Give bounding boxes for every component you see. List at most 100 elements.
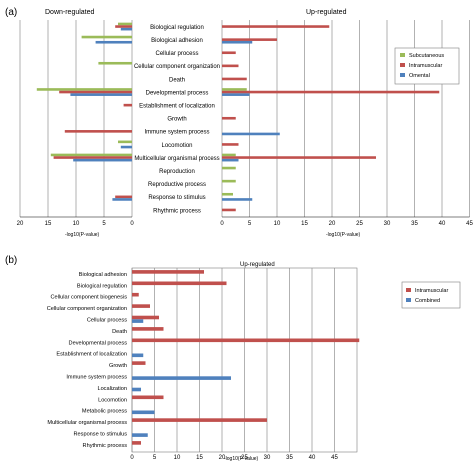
category-label-bg [133,48,221,58]
category-label-bg [133,179,221,189]
category-label-a-biological-regulation: Biological regulation [150,25,204,31]
category-label-a-response-to-stimulus: Response to stimulus [148,195,205,201]
tick-label-a-right-25: 25 [356,221,363,227]
tick-label-a-left-0: 0 [130,221,134,227]
legend-b-label-intramuscular: Intramuscular [415,288,448,294]
bar-a-left-subcutaneous-locomotion [118,140,132,144]
category-label-b-biological-regulation: Biological regulation [77,283,127,289]
category-label-b-developmental-process: Developmental process [69,340,128,346]
tick-label-a-right-15: 15 [301,221,308,227]
legend-a-label-subcutaneous: Subcutaneous [409,53,444,59]
tick-label-a-right-35: 35 [411,221,418,227]
bar-a-right-intramuscular-cellular-process [222,51,236,55]
bar-b-combined-localization [132,387,141,392]
bar-a-left-intramuscular-establishment-of-localization [123,103,132,107]
bar-a-left-omental-biological-regulation [120,27,132,31]
bar-a-left-omental-multicellular-organismal-process [73,158,132,162]
bar-a-right-intramuscular-cellular-component-organization [222,64,239,68]
bar-a-right-subcutaneous-reproductive-process [222,179,236,183]
legend-a-swatch-subcutaneous [400,53,405,57]
tick-label-a-right-0: 0 [220,221,224,227]
tick-label-b-15: 15 [196,455,203,461]
category-label-bg [133,35,221,45]
bar-a-left-omental-biological-adhesion [95,40,132,44]
legend-b: Intramuscular Combined [401,281,461,309]
bar-b-combined-cellular-process [132,319,144,323]
category-label-b-death: Death [112,329,127,335]
chart-a-down-regulated: 20 15 10 5 0 Biological regulation Biological … [17,20,221,227]
bar-b-combined-establishment-of-localization [132,353,144,358]
category-label-b-biological-adhesion: Biological adhesion [79,272,127,278]
tick-label-a-right-10: 10 [274,221,281,227]
tick-label-a-right-40: 40 [439,221,446,227]
bar-b-combined-metabolic-process [132,410,155,415]
category-label-bg [133,87,221,97]
bar-a-left-intramuscular-response-to-stimulus [115,195,132,199]
tick-label-b-10: 10 [174,455,181,461]
bar-a-right-omental-developmental-process [222,93,250,96]
bar-b-intramuscular-death [132,327,164,331]
bar-b-intramuscular-locomotion [132,395,164,400]
category-label-a-establishment-of-localization: Establishment of localization [139,103,215,109]
category-label-a-biological-adhesion: Biological adhesion [151,38,203,44]
tick-label-a-right-30: 30 [384,221,391,227]
category-label-bg [133,192,221,202]
category-label-a-death: Death [169,77,185,83]
legend-a-box [394,47,460,85]
bar-a-right-intramuscular-rhythmic-process [222,208,236,212]
tick-label-b-5: 5 [153,455,157,461]
category-label-bg [133,205,221,215]
chart-a-up-regulated: 0 5 10 15 20 25 30 35 40 45 Subcutaneous Intramuscu… [220,20,473,227]
category-label-a-reproductive-process: Reproductive process [148,182,206,188]
category-label-bg [133,153,221,163]
bar-a-right-subcutaneous-developmental-process [222,88,247,91]
bar-a-right-subcutaneous-reproduction [222,166,236,170]
bar-b-combined-response-to-stimulus [132,433,148,437]
category-label-b-cellular-component-biogenesis: Cellular component biogenesis [51,295,128,301]
category-label-bg [133,166,221,176]
legend-b-swatch-intramuscular [406,288,411,292]
tick-label-b-25: 25 [241,455,248,461]
category-label-a-cellular-process: Cellular process [155,51,198,57]
category-label-a-immune-system-process: Immune system process [144,130,209,136]
category-label-b-multicellular-organismal-process: Multicellular organismal process [47,420,127,426]
bar-a-left-intramuscular-biological-regulation [115,25,132,28]
tick-label-a-left-15: 15 [45,221,52,227]
tick-label-a-right-20: 20 [329,221,336,227]
bar-a-right-intramuscular-growth [222,116,236,120]
category-label-bg [133,100,221,110]
bar-b-intramuscular-growth [132,361,146,365]
category-label-bg [133,113,221,123]
legend-a-label-intramuscular: Intramuscular [409,63,442,69]
tick-label-a-left-10: 10 [73,221,80,227]
tick-label-b-40: 40 [309,455,316,461]
bar-a-right-intramuscular-developmental-process [222,90,440,94]
category-label-b-establishment-of-localization: Establishment of localization [56,352,127,358]
panel-a-up-title: Up-regulated [306,9,347,16]
bar-b-intramuscular-developmental-process [132,338,360,343]
bar-a-right-omental-immune-system-process [222,132,280,136]
bar-a-left-subcutaneous-biological-adhesion [81,35,132,39]
panel-b-title: Up-regulated [240,262,275,268]
bar-a-left-omental-developmental-process [70,93,132,96]
bar-b-intramuscular-biological-regulation [132,281,227,286]
bar-b-intramuscular-cellular-process [132,315,159,320]
tick-label-b-0: 0 [130,455,134,461]
category-label-bg [133,22,221,32]
bar-a-right-omental-biological-adhesion [222,40,253,44]
tick-label-a-left-20: 20 [17,221,24,227]
bar-a-right-intramuscular-locomotion [222,143,239,146]
legend-b-label-combined: Combined [415,298,440,304]
tick-label-b-20: 20 [219,455,226,461]
bar-b-intramuscular-biological-adhesion [132,270,204,274]
category-label-b-locomotion: Locomotion [98,397,127,403]
legend-b-box [401,281,461,309]
category-label-bg [133,61,221,71]
category-label-b-response-to-stimulus: Response to stimulus [74,432,128,438]
category-label-a-multicellular-organismal-process: Multicellular organismal process [134,156,219,162]
tick-label-a-right-5: 5 [248,221,252,227]
panel-a-left-xlabel: -log10(P-value) [65,232,100,238]
panel-b-tag: (b) [5,255,17,266]
bar-a-left-intramuscular-multicellular-organismal-process [53,156,132,159]
